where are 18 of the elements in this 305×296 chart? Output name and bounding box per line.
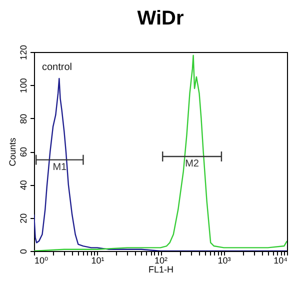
y-tick-label: 20 — [18, 213, 28, 224]
x-tick-label: 10⁰ — [34, 256, 49, 266]
y-tick-label: 0 — [18, 248, 28, 254]
y-tick-label: 60 — [18, 146, 28, 158]
y-tick-label: 120 — [18, 44, 28, 60]
chart-title: WiDr — [137, 7, 184, 30]
x-tick-label: 10³ — [218, 256, 231, 266]
y-axis-title: Counts — [8, 137, 18, 166]
series-label: M1 — [52, 162, 68, 173]
y-tick-label: 40 — [18, 180, 28, 190]
annotation: control — [42, 62, 72, 73]
x-tick-label: 10⁴ — [274, 256, 288, 266]
y-tick-label: 100 — [18, 78, 28, 94]
y-tick-label: 80 — [18, 114, 28, 124]
series-label: M2 — [185, 158, 200, 170]
x-tick-label: 10¹ — [91, 256, 104, 266]
x-tick-label: 10² — [154, 256, 168, 266]
x-axis-title: FL1-H — [148, 264, 174, 274]
